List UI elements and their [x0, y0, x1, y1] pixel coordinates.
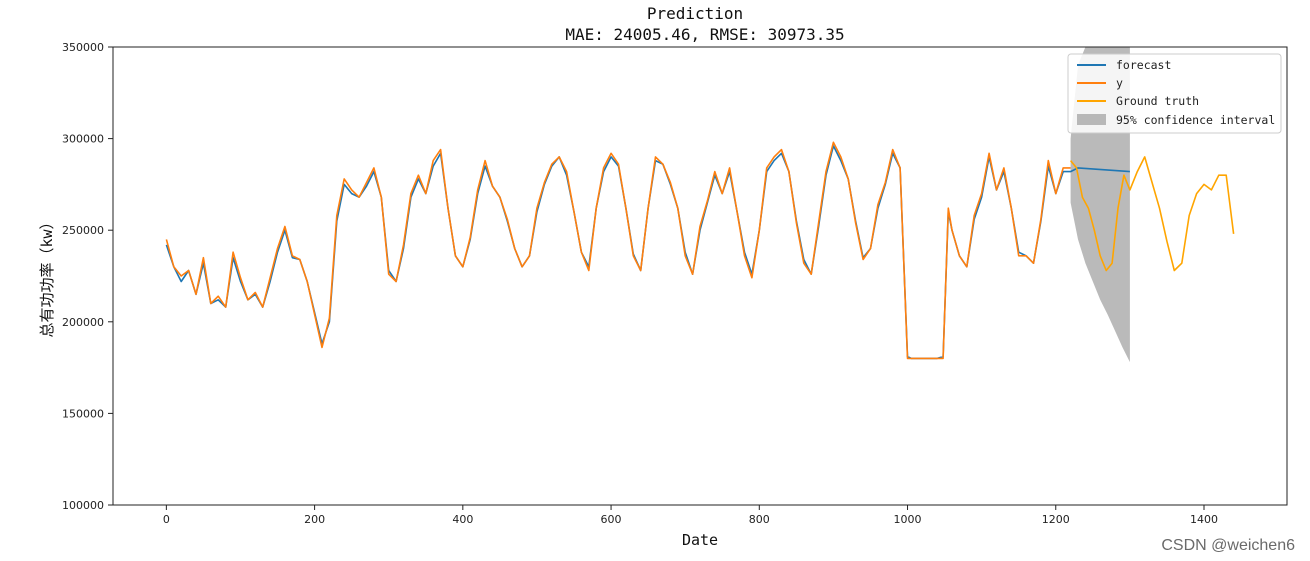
x-tick-label: 1000 — [894, 513, 922, 526]
x-axis-ticks: 0 200 400 600 800 1000 1200 1400 — [163, 505, 1218, 526]
legend-label-ground-truth: Ground truth — [1116, 94, 1199, 108]
series-line-forecast — [165, 145, 1130, 360]
y-axis-ticks: 100000 150000 200000 250000 300000 350000 — [62, 41, 113, 512]
x-tick-label: 1400 — [1190, 513, 1218, 526]
plot-frame — [112, 46, 1288, 506]
y-axis-label: 总有功功率（kw） — [38, 214, 56, 337]
x-axis-label: Date — [682, 531, 718, 549]
series-line-y — [165, 141, 1071, 360]
x-tick-label: 0 — [163, 513, 170, 526]
series-lines-layer — [165, 141, 1235, 360]
x-tick-label: 200 — [304, 513, 325, 526]
legend: forecast y Ground truth 95% confidence i… — [1067, 53, 1282, 134]
x-tick-label: 600 — [601, 513, 622, 526]
y-tick-label: 300000 — [62, 133, 104, 146]
legend-label-y: y — [1116, 76, 1123, 90]
y-tick-label: 350000 — [62, 41, 104, 54]
chart-title: Prediction — [647, 4, 743, 23]
watermark: CSDN @weichen6 — [1161, 537, 1295, 554]
y-tick-label: 250000 — [62, 224, 104, 237]
chart-subtitle: MAE: 24005.46, RMSE: 30973.35 — [565, 25, 844, 44]
x-tick-label: 800 — [749, 513, 770, 526]
series-line-ground-truth — [1069, 156, 1235, 272]
y-tick-label: 100000 — [62, 499, 104, 512]
x-tick-label: 1200 — [1042, 513, 1070, 526]
legend-label-forecast: forecast — [1116, 58, 1171, 72]
y-tick-label: 200000 — [62, 316, 104, 329]
legend-box — [1067, 53, 1282, 134]
legend-label-confidence: 95% confidence interval — [1116, 113, 1275, 127]
legend-swatch-confidence — [1077, 114, 1106, 125]
x-tick-label: 400 — [452, 513, 473, 526]
y-tick-label: 150000 — [62, 407, 104, 420]
